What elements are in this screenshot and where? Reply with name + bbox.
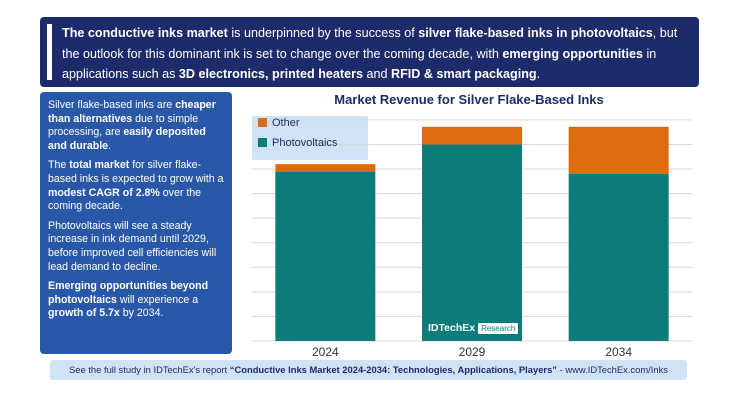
- idtechex-logo: IDTechEx Research: [428, 322, 519, 335]
- bar-photovoltaics-2034: [568, 173, 669, 341]
- banner-text-span: and: [363, 67, 392, 81]
- footer-text: See the full study in IDTechEx's report: [69, 364, 230, 375]
- logo-tag: Research: [478, 323, 519, 334]
- finding-text: over the coming decade.: [48, 186, 202, 213]
- banner-text-bold: 3D electronics, printed heaters: [178, 67, 363, 81]
- legend-label: Other: [272, 117, 300, 129]
- footer-link[interactable]: - www.IDTechEx.com/Inks: [556, 364, 668, 375]
- chart-title: Market Revenue for Silver Flake-Based In…: [334, 92, 604, 107]
- legend-box: [252, 116, 368, 160]
- bars: [275, 126, 669, 341]
- finding-text: due to simple processing, are: [48, 112, 199, 139]
- summary-banner: The conductive inks market is underpinne…: [40, 17, 699, 87]
- finding-text: will experience a: [116, 293, 199, 306]
- x-tick-label: 2029: [459, 345, 486, 359]
- x-tick-label: 2034: [605, 345, 632, 359]
- report-footer: See the full study in IDTechEx's report …: [50, 360, 687, 380]
- banner-text: The conductive inks market is underpinne…: [62, 23, 689, 85]
- banner-text-span: is underpinned by the success of: [227, 26, 419, 40]
- banner-text-bold: The conductive inks market: [62, 26, 228, 40]
- finding-cost: Silver flake-based inks are cheaper than…: [48, 99, 224, 153]
- banner-text-bold: emerging opportunities: [502, 46, 643, 61]
- legend-swatch: [258, 138, 267, 147]
- finding-text: Photovoltaics will see a steady increase…: [48, 219, 217, 273]
- bar-photovoltaics-2024: [275, 171, 376, 341]
- finding-text: .: [108, 139, 111, 152]
- finding-bold: Emerging opportunities beyond photovolta…: [48, 280, 209, 306]
- report-title: “Conductive Inks Market 2024-2034: Techn…: [229, 364, 557, 375]
- bar-other-2034: [568, 126, 669, 174]
- banner-text-span: in applications such as: [62, 46, 657, 82]
- x-axis-ticks: 2024 2029 2034: [312, 345, 632, 359]
- finding-bold: easily deposited and durable: [48, 126, 206, 152]
- bar-photovoltaics-2029: [422, 144, 522, 341]
- finding-text: The: [48, 159, 70, 172]
- finding-bold: modest CAGR of 2.8%: [48, 186, 160, 199]
- legend-label: Photovoltaics: [272, 137, 338, 149]
- finding-text: for silver flake-based inks is expected …: [48, 159, 224, 185]
- bar-chart: Other Photovoltaics 2024 2029 2034: [252, 116, 692, 359]
- banner-accent-bar: [47, 24, 52, 80]
- finding-photovoltaics: Photovoltaics will see a steady increase…: [48, 220, 224, 274]
- logo-name: IDTechEx: [428, 322, 476, 334]
- finding-emerging: Emerging opportunities beyond photovolta…: [48, 280, 224, 321]
- banner-text-span: , but the outlook for this dominant ink …: [62, 26, 678, 61]
- key-findings-sidebar: Silver flake-based inks are cheaper than…: [40, 92, 232, 354]
- finding-bold: cheaper than alternatives: [48, 99, 216, 125]
- finding-text: by 2034.: [119, 307, 164, 320]
- finding-market-growth: The total market for silver flake-based …: [48, 159, 224, 213]
- finding-text: Silver flake-based inks are: [48, 99, 176, 111]
- finding-bold: total market: [69, 159, 130, 172]
- banner-text-span: .: [536, 67, 541, 81]
- bar-other-2024: [275, 164, 376, 172]
- legend-swatch: [258, 118, 267, 127]
- legend: Other Photovoltaics: [258, 117, 338, 149]
- banner-text-bold: RFID & smart packaging: [391, 67, 537, 81]
- bar-other-2029: [422, 126, 522, 145]
- finding-bold: growth of 5.7x: [48, 307, 120, 320]
- x-tick-label: 2024: [312, 345, 339, 359]
- banner-text-bold: silver flake-based inks in photovoltaics: [418, 26, 653, 40]
